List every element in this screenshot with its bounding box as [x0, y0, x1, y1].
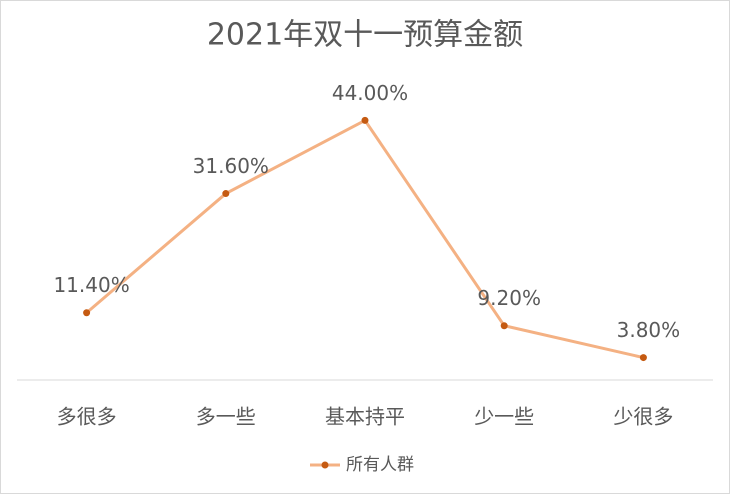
data-label: 9.20%: [477, 286, 541, 310]
data-label: 3.80%: [617, 318, 681, 342]
data-label: 44.00%: [332, 81, 408, 105]
x-tick-label: 多很多: [57, 405, 117, 429]
point: [222, 190, 230, 198]
legend-marker: [321, 461, 329, 469]
data-label: 31.60%: [193, 154, 269, 178]
point: [639, 354, 647, 362]
point: [500, 322, 508, 330]
point: [361, 116, 369, 124]
x-tick-label: 基本持平: [325, 405, 405, 429]
point: [83, 309, 91, 317]
data-label: 11.40%: [53, 273, 129, 297]
x-tick-label: 多一些: [196, 405, 256, 429]
legend-label: 所有人群: [346, 455, 414, 475]
chart-title: 2021年双十一预算金额: [207, 18, 523, 53]
x-tick-label: 少一些: [474, 405, 534, 429]
x-tick-label: 少很多: [613, 405, 673, 429]
